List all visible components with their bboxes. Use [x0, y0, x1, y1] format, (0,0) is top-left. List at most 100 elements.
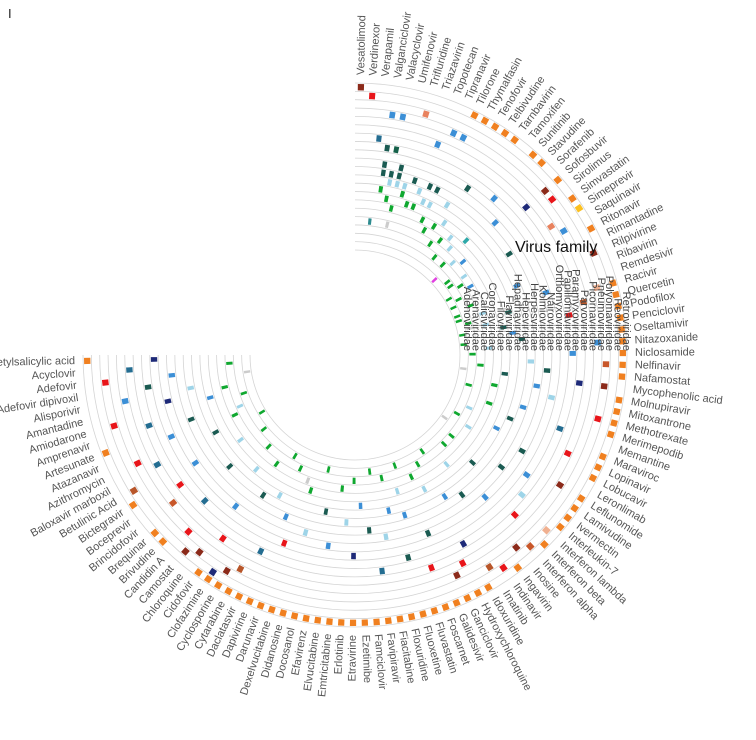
heatmap-cell — [431, 253, 438, 261]
heatmap-cell — [323, 508, 329, 516]
grid-ring — [116, 116, 594, 594]
family-label: Arenaviridae — [470, 289, 482, 351]
heatmap-cell — [466, 283, 474, 290]
heatmap-cell — [366, 527, 372, 534]
heatmap-cell — [504, 309, 512, 315]
heatmap-cell — [401, 182, 408, 190]
grid-ring — [249, 249, 461, 461]
heatmap-cell — [485, 562, 494, 572]
heatmap-cells — [84, 84, 627, 627]
heatmap-cell — [398, 164, 405, 172]
heatmap-cell — [280, 539, 288, 547]
heatmap-cell — [419, 448, 426, 455]
heatmap-cell — [569, 350, 576, 356]
heatmap-cell — [368, 92, 376, 100]
heatmap-cell — [297, 464, 304, 472]
grid-ring — [90, 90, 620, 620]
heatmap-cell — [394, 487, 400, 495]
heatmap-cell — [466, 326, 473, 331]
heatmap-cell — [455, 296, 463, 303]
heatmap-cell — [221, 384, 229, 390]
heatmap-cell — [389, 111, 396, 119]
heatmap-cell — [393, 146, 400, 154]
heatmap-cell — [441, 414, 448, 421]
heatmap-cell — [259, 491, 267, 499]
heatmap-cell — [574, 203, 584, 213]
heatmap-cell — [505, 250, 514, 258]
family-label: Paramyxoviridae — [570, 269, 582, 351]
heatmap-cell — [426, 182, 434, 191]
drug-labels: Vesatolimod VerdinexorVerapamilValgancicl… — [0, 11, 723, 698]
heatmap-cell — [490, 122, 500, 132]
heatmap-cell — [396, 615, 404, 623]
heatmap-cell — [396, 172, 403, 180]
heatmap-cell — [325, 542, 331, 550]
heatmap-cell — [522, 471, 531, 479]
heatmap-cell — [547, 394, 556, 401]
family-label: Flaviviridae — [503, 295, 515, 351]
heatmap-cell — [110, 422, 118, 430]
heatmap-cell — [469, 352, 476, 356]
heatmap-cell — [431, 276, 438, 284]
heatmap-cell — [449, 259, 457, 267]
heatmap-cell — [479, 310, 487, 316]
heatmap-cell — [260, 426, 268, 433]
heatmap-cell — [553, 175, 563, 185]
heatmap-cell — [392, 462, 398, 470]
family-label: Polyomaviridae — [603, 276, 615, 351]
heatmap-cell — [602, 361, 610, 368]
heatmap-cell — [427, 240, 434, 248]
legend-title: Virus family — [515, 239, 597, 256]
heatmap-cell — [445, 296, 453, 302]
grid-ring — [99, 99, 611, 611]
heatmap-cell — [279, 609, 287, 617]
heatmap-cell — [547, 195, 557, 204]
family-label: Filoviridae — [495, 301, 507, 351]
heatmap-cell — [168, 498, 178, 508]
heatmap-cell — [556, 425, 564, 433]
drug-label: Acetylsalicylic acid — [0, 355, 75, 369]
heatmap-cell — [588, 473, 598, 483]
heatmap-cell — [491, 219, 500, 227]
heatmap-cell — [619, 349, 627, 357]
heatmap-cell — [452, 598, 461, 607]
heatmap-cell — [384, 617, 392, 625]
heatmap-cell — [593, 283, 601, 292]
heatmap-cell — [416, 187, 423, 195]
heatmap-cell — [231, 412, 239, 418]
heatmap-cell — [387, 178, 393, 186]
heatmap-cell — [419, 216, 426, 224]
heatmap-cell — [245, 597, 254, 606]
heatmap-cell — [184, 527, 193, 536]
heatmap-cell — [609, 279, 617, 287]
heatmap-cell — [443, 460, 450, 468]
heatmap-cell — [555, 480, 565, 490]
heatmap-cell — [305, 477, 311, 485]
heatmap-cell — [383, 195, 389, 203]
heatmap-cell — [533, 383, 541, 389]
heatmap-cell — [376, 135, 382, 143]
grid-ring — [232, 232, 478, 478]
grid-ring — [132, 132, 578, 578]
heatmap-cell — [430, 222, 438, 230]
heatmap-cell — [273, 460, 280, 468]
drug-label: Adefovir — [36, 380, 78, 396]
heatmap-cell — [525, 542, 535, 551]
heatmap-cell — [460, 273, 468, 280]
heatmap-cell — [443, 201, 451, 209]
heatmap-cell — [467, 302, 475, 309]
heatmap-cell — [528, 150, 538, 160]
heatmap-cell — [613, 407, 621, 416]
heatmap-cell — [101, 448, 110, 458]
drug-label: Niclosamide — [635, 346, 695, 358]
heatmap-cell — [344, 519, 349, 526]
heatmap-cell — [194, 567, 203, 577]
heatmap-cell — [499, 563, 508, 573]
drug-label: Oseltamivir — [633, 317, 689, 334]
heatmap-cell — [537, 158, 547, 168]
drug-label: Erlotinib — [332, 634, 346, 674]
heatmap-cell — [446, 234, 454, 242]
drug-label: Acyclovir — [31, 367, 76, 382]
heatmap-cell — [459, 133, 468, 142]
heatmap-cell — [518, 336, 526, 342]
